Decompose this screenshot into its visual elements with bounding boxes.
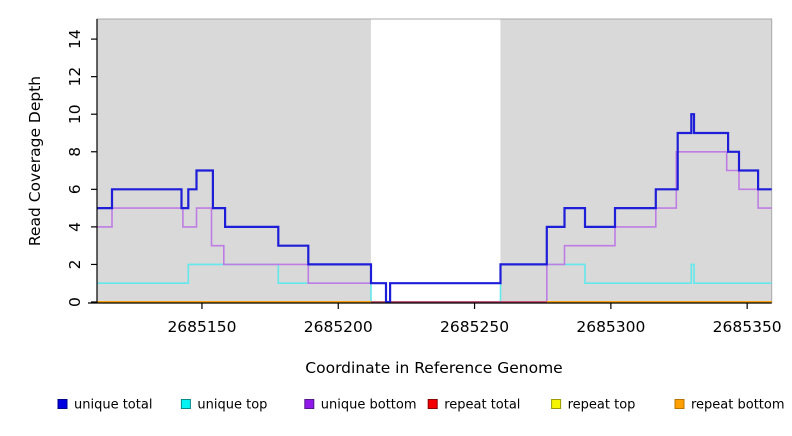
legend-item: unique total: [57, 398, 152, 413]
y-tick-label: 2: [66, 260, 84, 270]
legend-item: unique top: [180, 398, 267, 413]
legend-swatch-repeat-bottom: [674, 399, 685, 409]
legend-swatch-unique-top: [180, 399, 191, 409]
x-tick-label: 2685350: [713, 318, 782, 336]
legend-swatch-unique-bottom: [304, 399, 315, 409]
legend-item: repeat bottom: [674, 398, 785, 413]
legend-label: repeat bottom: [691, 398, 785, 413]
x-tick-label: 2685250: [440, 318, 509, 336]
y-tick-label: 6: [66, 184, 84, 194]
y-axis-title: Read Coverage Depth: [26, 76, 44, 246]
series-unique-bottom: [97, 151, 772, 303]
series-path: [97, 151, 772, 303]
legend: unique total unique top unique bottom repea…: [57, 398, 785, 413]
x-tick-label: 2685200: [304, 318, 373, 336]
plot-panel: [96, 18, 773, 304]
legend-label: repeat top: [568, 398, 636, 413]
y-tick-label: 14: [66, 29, 84, 49]
y-tick-label: 0: [66, 297, 84, 307]
y-tick-label: 10: [66, 104, 84, 124]
x-axis-title: Coordinate in Reference Genome: [305, 359, 562, 377]
y-tick-label: 8: [66, 147, 84, 157]
legend-item: repeat top: [551, 398, 636, 413]
legend-swatch-unique-total: [57, 399, 68, 409]
axes: 2685150 2685200 2685250 2685300 2685350 0 2 4 6 8…: [66, 19, 782, 336]
legend-swatch-repeat-top: [551, 399, 562, 409]
series-lines: [97, 113, 772, 304]
series-path: [97, 113, 772, 304]
legend-label: unique total: [74, 398, 152, 413]
x-tick-label: 2685300: [576, 318, 645, 336]
x-tick-label: 2685150: [167, 318, 236, 336]
legend-label: unique top: [197, 398, 267, 413]
legend-item: repeat total: [427, 398, 520, 413]
legend-label: repeat total: [444, 398, 520, 413]
series-unique-total: [97, 113, 772, 304]
y-tick-label: 4: [66, 222, 84, 232]
uncovered-region-band: [370, 19, 501, 303]
y-tick-label: 12: [66, 67, 84, 87]
legend-item: unique bottom: [304, 398, 417, 413]
legend-swatch-repeat-total: [427, 399, 438, 409]
legend-label: unique bottom: [321, 398, 417, 413]
